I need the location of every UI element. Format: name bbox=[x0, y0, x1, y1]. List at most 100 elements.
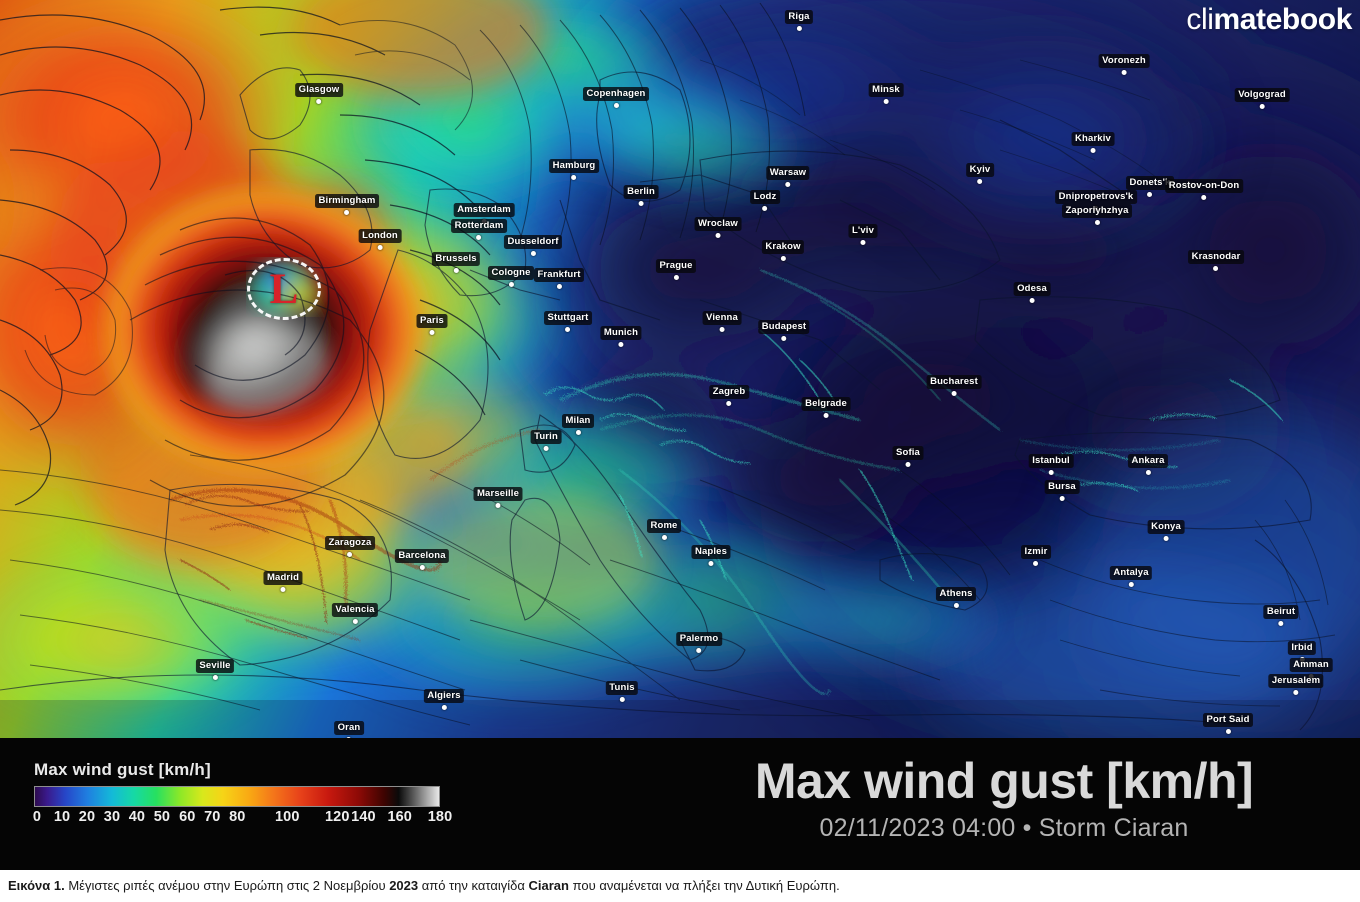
city-label[interactable]: Dusseldorf bbox=[503, 231, 563, 256]
logo-prefix: cli bbox=[1186, 3, 1214, 36]
city-marker-dot bbox=[441, 705, 447, 710]
city-label[interactable]: Zaporiyhzhya bbox=[1061, 200, 1133, 225]
city-label-text: Milan bbox=[561, 413, 595, 428]
city-label-text: Paris bbox=[416, 313, 448, 328]
city-label-text: Sofia bbox=[892, 445, 924, 460]
city-label[interactable]: Budapest bbox=[758, 316, 810, 341]
wind-gust-map[interactable]: L Riga Voronezh Glasgow Copenhagen Minsk Volg… bbox=[0, 0, 1360, 738]
city-label[interactable]: Kharkiv bbox=[1071, 128, 1115, 153]
caption-text: Εικόνα 1. Μέγιστες ριπές ανέμου στην Ευρ… bbox=[8, 878, 840, 894]
city-marker-dot bbox=[1094, 220, 1100, 225]
city-label[interactable]: Krasnodar bbox=[1188, 246, 1244, 271]
city-label[interactable]: Seville bbox=[195, 655, 235, 680]
city-label[interactable]: Barcelona bbox=[394, 545, 450, 570]
city-label[interactable]: Voronezh bbox=[1098, 50, 1150, 75]
city-label[interactable]: Warsaw bbox=[766, 162, 810, 187]
city-marker-dot bbox=[1278, 621, 1284, 626]
city-marker-dot bbox=[619, 697, 625, 702]
colorbar-tick-label: 180 bbox=[427, 809, 453, 825]
city-label[interactable]: Rome bbox=[647, 515, 681, 540]
map-subtitle: 02/11/2023 04:00 • Storm Ciaran bbox=[819, 814, 1189, 842]
city-label[interactable]: Madrid bbox=[263, 567, 303, 592]
city-label[interactable]: Odesa bbox=[1013, 278, 1051, 303]
city-label[interactable]: London bbox=[358, 225, 402, 250]
city-label[interactable]: Milan bbox=[561, 410, 595, 435]
city-label[interactable]: Hamburg bbox=[549, 155, 599, 180]
city-label[interactable]: Paris bbox=[416, 310, 448, 335]
city-label[interactable]: Bursa bbox=[1044, 476, 1080, 501]
city-label[interactable]: Donets'k bbox=[1126, 172, 1174, 197]
city-label[interactable]: Berlin bbox=[623, 181, 659, 206]
city-label[interactable]: Palermo bbox=[676, 628, 722, 653]
city-label[interactable]: Glasgow bbox=[295, 79, 343, 104]
city-label-text: Valencia bbox=[331, 602, 379, 617]
city-label[interactable]: Stuttgart bbox=[544, 307, 592, 332]
city-label[interactable]: Athens bbox=[935, 583, 977, 608]
city-label[interactable]: Lodz bbox=[750, 186, 780, 211]
city-marker-dot bbox=[719, 327, 725, 332]
city-label[interactable]: Minsk bbox=[868, 79, 904, 104]
colorbar-tick-label: 70 bbox=[204, 809, 221, 825]
city-marker-dot bbox=[1090, 148, 1096, 153]
city-label[interactable]: Ankara bbox=[1127, 450, 1169, 475]
climatebook-logo[interactable]: climatebook bbox=[1186, 2, 1352, 38]
city-label[interactable]: Valencia bbox=[331, 599, 379, 624]
city-marker-dot bbox=[1163, 536, 1169, 541]
city-label-text: Dnipropetrovs'k bbox=[1055, 189, 1137, 204]
city-label[interactable]: Birmingham bbox=[315, 190, 379, 215]
city-label[interactable]: Frankfurt bbox=[533, 264, 585, 289]
city-label[interactable]: Marseille bbox=[473, 483, 523, 508]
city-label-text: Krasnodar bbox=[1188, 249, 1244, 264]
city-label[interactable]: Riga bbox=[784, 6, 814, 31]
city-marker-dot bbox=[785, 182, 791, 187]
city-label[interactable]: L'viv bbox=[848, 220, 878, 245]
wind-streamlines-layer bbox=[0, 2, 1336, 726]
city-label-text: Oran bbox=[334, 720, 364, 735]
city-marker-dot bbox=[530, 251, 536, 256]
city-label-text: Vienna bbox=[702, 310, 742, 325]
city-label[interactable]: Rotterdam bbox=[451, 215, 507, 240]
city-label[interactable]: Beirut bbox=[1263, 601, 1299, 626]
city-label[interactable]: Algiers bbox=[423, 685, 465, 710]
city-label[interactable]: Wroclaw bbox=[694, 213, 742, 238]
city-label-text: Rotterdam bbox=[451, 218, 507, 233]
colorbar-tick-label: 80 bbox=[229, 809, 246, 825]
city-label[interactable]: Copenhagen bbox=[582, 83, 650, 108]
city-label-text: Berlin bbox=[623, 184, 659, 199]
city-marker-dot bbox=[715, 233, 721, 238]
city-label[interactable]: Prague bbox=[655, 255, 697, 280]
city-label[interactable]: Naples bbox=[691, 541, 731, 566]
city-label[interactable]: Munich bbox=[600, 322, 642, 347]
city-label[interactable]: Kyiv bbox=[966, 159, 994, 184]
city-marker-dot bbox=[377, 245, 383, 250]
city-label[interactable]: Oran bbox=[334, 717, 364, 738]
city-label[interactable]: Antalya bbox=[1109, 562, 1153, 587]
city-label[interactable]: Zaragoza bbox=[325, 532, 375, 557]
city-label-text: Brussels bbox=[431, 251, 481, 266]
city-label[interactable]: Cologne bbox=[487, 262, 535, 287]
city-label[interactable]: Bucharest bbox=[926, 371, 982, 396]
city-label[interactable]: Brussels bbox=[431, 248, 481, 273]
city-label[interactable]: Rostov-on-Don bbox=[1165, 175, 1243, 200]
city-label[interactable]: Turin bbox=[530, 426, 562, 451]
city-label[interactable]: Port Said bbox=[1202, 709, 1254, 734]
city-label[interactable]: Sofia bbox=[892, 442, 924, 467]
city-label-text: Copenhagen bbox=[582, 86, 650, 101]
colorbar-tick-label: 20 bbox=[78, 809, 96, 825]
city-marker-dot bbox=[575, 430, 581, 435]
city-label[interactable]: Jerusalem bbox=[1268, 670, 1324, 695]
city-label-text: Donets'k bbox=[1126, 175, 1174, 190]
city-label-text: Rostov-on-Don bbox=[1165, 178, 1243, 193]
city-label[interactable]: Istanbul bbox=[1028, 450, 1074, 475]
city-label[interactable]: Vienna bbox=[702, 307, 742, 332]
city-label[interactable]: Tunis bbox=[605, 677, 639, 702]
city-label[interactable]: Belgrade bbox=[801, 393, 851, 418]
city-label[interactable]: Volgograd bbox=[1234, 84, 1290, 109]
city-label-text: Dusseldorf bbox=[503, 234, 563, 249]
city-marker-dot bbox=[613, 103, 619, 108]
city-label-text: Beirut bbox=[1263, 604, 1299, 619]
city-label[interactable]: Izmir bbox=[1021, 541, 1051, 566]
city-label[interactable]: Krakow bbox=[761, 236, 805, 261]
city-label[interactable]: Zagreb bbox=[709, 381, 749, 406]
city-label[interactable]: Konya bbox=[1147, 516, 1185, 541]
